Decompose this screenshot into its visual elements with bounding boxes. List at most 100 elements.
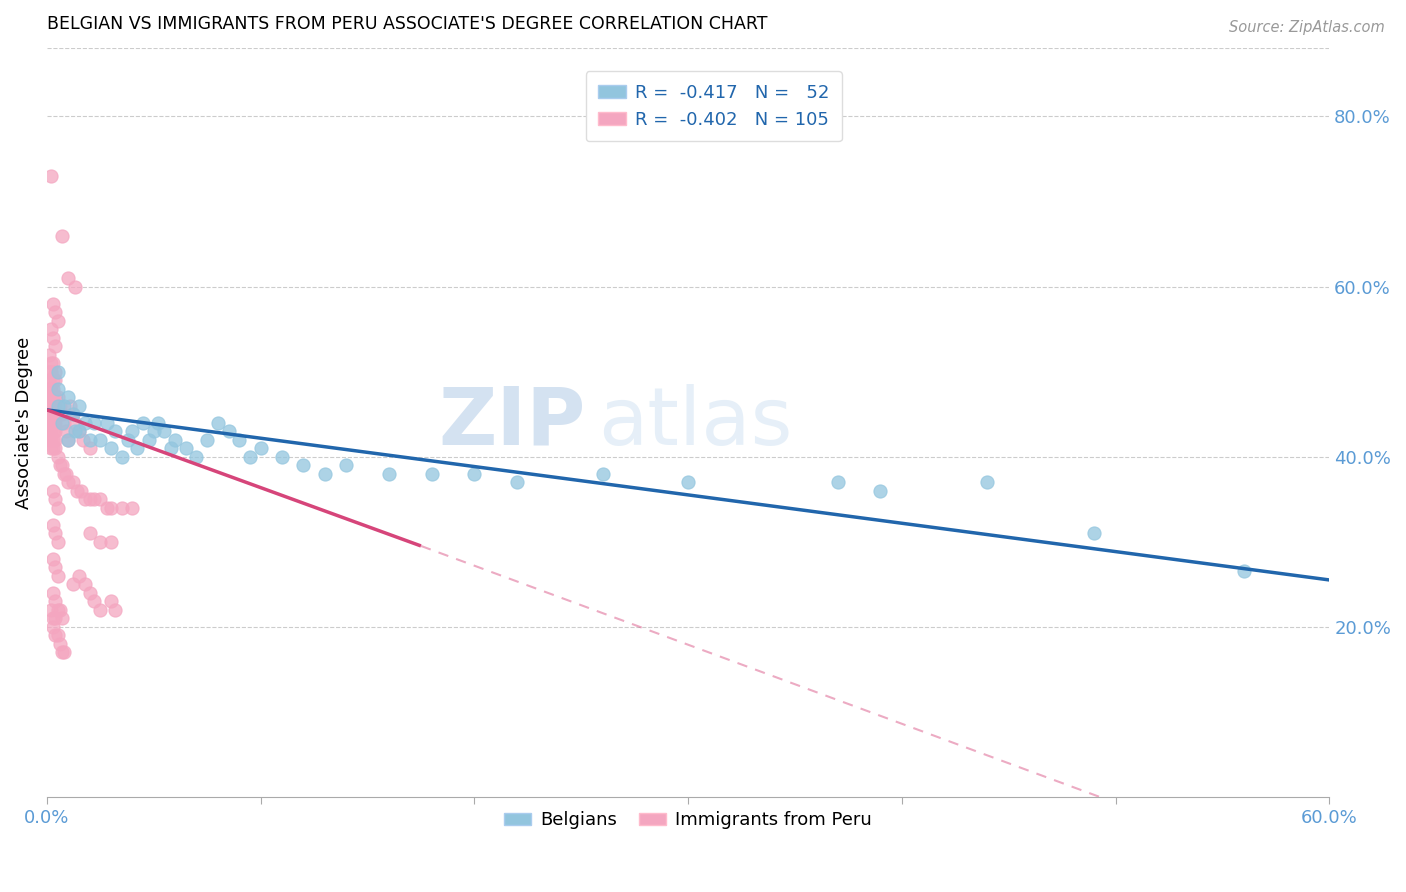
Point: [100, 534, 122, 549]
Point: [38, 348, 60, 362]
Point: [292, 458, 315, 472]
Point: [44, 339, 66, 353]
Point: [53, 416, 76, 430]
Point: [117, 433, 139, 447]
Point: [67, 399, 90, 413]
Point: [46, 450, 69, 464]
Point: [39, 322, 62, 336]
Point: [75, 577, 97, 591]
Point: [79, 433, 101, 447]
Point: [38, 373, 60, 387]
Point: [142, 424, 165, 438]
Point: [48, 637, 70, 651]
Point: [207, 416, 229, 430]
Point: [228, 433, 250, 447]
Point: [42, 517, 65, 532]
Point: [62, 407, 84, 421]
Point: [39, 356, 62, 370]
Point: [39, 382, 62, 396]
Point: [62, 475, 84, 490]
Point: [44, 628, 66, 642]
Point: [165, 433, 187, 447]
Point: [44, 305, 66, 319]
Point: [79, 492, 101, 507]
Point: [48, 603, 70, 617]
Point: [38, 399, 60, 413]
Point: [42, 441, 65, 455]
Y-axis label: Associate's Degree: Associate's Degree: [15, 336, 32, 508]
Point: [39, 399, 62, 413]
Point: [132, 416, 155, 430]
Point: [676, 475, 699, 490]
Point: [44, 611, 66, 625]
Point: [42, 433, 65, 447]
Point: [58, 271, 80, 285]
Point: [44, 424, 66, 438]
Point: [46, 365, 69, 379]
Point: [83, 492, 105, 507]
Point: [160, 441, 183, 455]
Point: [111, 500, 134, 515]
Point: [42, 611, 65, 625]
Point: [62, 407, 84, 421]
Point: [39, 433, 62, 447]
Point: [42, 399, 65, 413]
Point: [48, 399, 70, 413]
Point: [44, 373, 66, 387]
Point: [48, 458, 70, 472]
Point: [195, 433, 218, 447]
Point: [44, 492, 66, 507]
Point: [83, 416, 105, 430]
Point: [51, 611, 73, 625]
Point: [67, 568, 90, 582]
Point: [249, 441, 271, 455]
Point: [111, 450, 134, 464]
Point: [174, 441, 197, 455]
Point: [44, 594, 66, 608]
Point: [67, 424, 90, 438]
Point: [463, 467, 485, 481]
Point: [51, 228, 73, 243]
Point: [38, 407, 60, 421]
Point: [58, 390, 80, 404]
Point: [53, 645, 76, 659]
Point: [96, 500, 118, 515]
Point: [146, 416, 169, 430]
Point: [63, 279, 86, 293]
Point: [42, 296, 65, 310]
Point: [46, 313, 69, 327]
Point: [46, 628, 69, 642]
Point: [44, 416, 66, 430]
Point: [218, 424, 240, 438]
Point: [44, 433, 66, 447]
Point: [44, 441, 66, 455]
Point: [39, 603, 62, 617]
Point: [96, 416, 118, 430]
Point: [39, 365, 62, 379]
Point: [314, 467, 336, 481]
Point: [42, 382, 65, 396]
Point: [46, 382, 69, 396]
Point: [58, 433, 80, 447]
Point: [58, 475, 80, 490]
Point: [153, 424, 176, 438]
Point: [89, 492, 111, 507]
Point: [75, 492, 97, 507]
Point: [39, 416, 62, 430]
Point: [38, 390, 60, 404]
Point: [42, 407, 65, 421]
Point: [39, 424, 62, 438]
Point: [104, 424, 127, 438]
Point: [75, 416, 97, 430]
Point: [42, 483, 65, 498]
Point: [44, 399, 66, 413]
Point: [42, 373, 65, 387]
Point: [46, 568, 69, 582]
Point: [104, 603, 127, 617]
Point: [138, 433, 160, 447]
Point: [44, 390, 66, 404]
Text: ZIP: ZIP: [439, 384, 585, 462]
Point: [62, 577, 84, 591]
Point: [55, 467, 77, 481]
Point: [239, 450, 262, 464]
